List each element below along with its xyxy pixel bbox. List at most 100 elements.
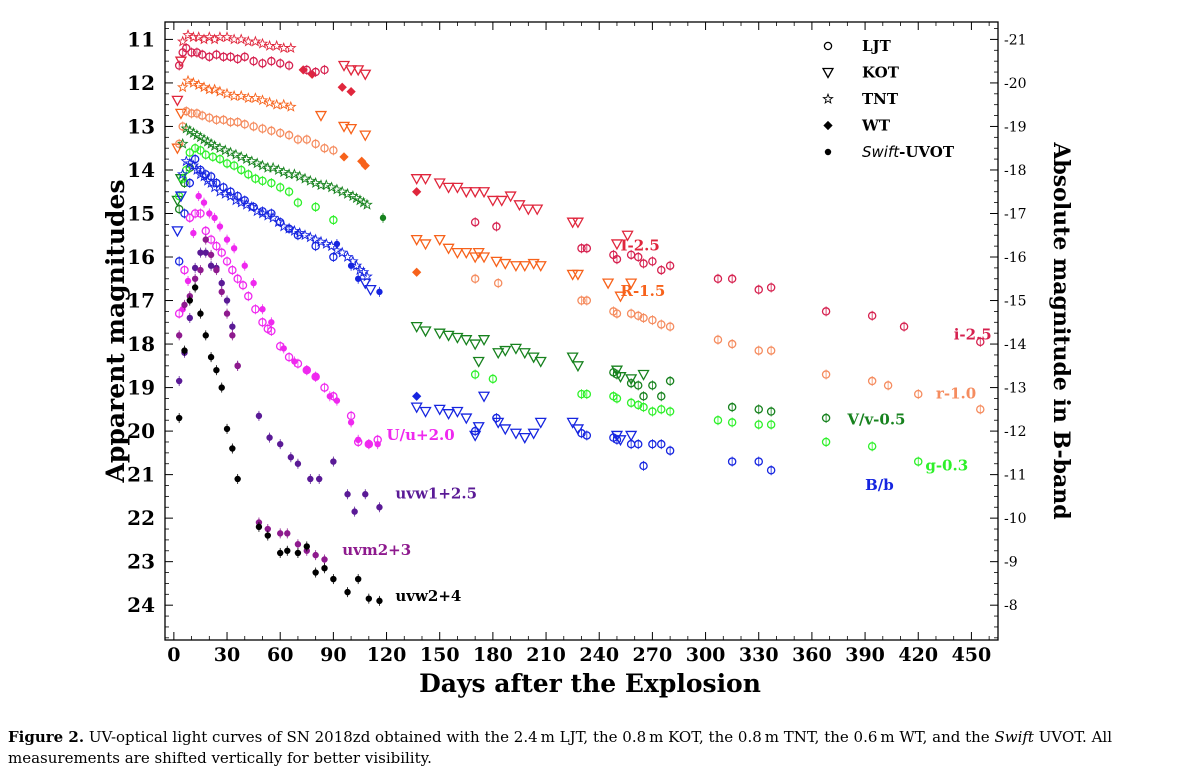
- data-point: [633, 400, 643, 410]
- y-tick-label: 14: [127, 158, 155, 182]
- data-point: [460, 187, 473, 199]
- data-point: [727, 339, 737, 349]
- data-point: [639, 313, 648, 323]
- data-point: [433, 328, 446, 340]
- x-tick-label: 360: [792, 644, 832, 666]
- data-point: [187, 76, 200, 88]
- y2-axis-label: Absolute magnitude in B-band: [1048, 141, 1074, 519]
- data-point: [499, 258, 512, 270]
- data-point: [621, 230, 634, 242]
- data-point: [442, 182, 455, 194]
- data-point: [229, 445, 236, 452]
- data-point: [223, 310, 231, 317]
- data-point: [354, 436, 362, 444]
- series-label: r-1.0: [936, 384, 976, 402]
- legend-label: KOT: [862, 64, 900, 82]
- data-point: [657, 265, 666, 275]
- data-point: [433, 234, 446, 246]
- data-point: [648, 315, 657, 325]
- data-point: [566, 352, 579, 364]
- data-point: [531, 204, 544, 216]
- x-tick-label: 270: [633, 644, 673, 666]
- data-point: [267, 56, 276, 66]
- legend-marker: [822, 92, 834, 104]
- data-point: [359, 130, 372, 142]
- data-point: [180, 209, 189, 218]
- data-point: [320, 237, 332, 249]
- legend-label: LJT: [862, 37, 892, 55]
- caption-text-2: UVOT. All measurements are shifted verti…: [8, 728, 1113, 767]
- data-point: [207, 251, 215, 259]
- series-label: g-0.3: [925, 456, 968, 474]
- legend-marker: [821, 67, 835, 79]
- data-point: [612, 309, 622, 318]
- data-point: [504, 191, 517, 203]
- series-label: U/u+2.0: [387, 426, 455, 444]
- data-point: [460, 413, 473, 425]
- data-point: [275, 217, 285, 227]
- data-point: [211, 214, 218, 222]
- data-point: [509, 261, 523, 273]
- data-point: [180, 178, 189, 188]
- data-point: [614, 435, 627, 447]
- data-point: [470, 426, 480, 436]
- data-point: [190, 154, 200, 164]
- data-point: [913, 389, 923, 399]
- data-point: [234, 475, 241, 483]
- data-point: [240, 120, 250, 129]
- data-point: [379, 214, 387, 222]
- data-point: [320, 383, 329, 392]
- data-point: [241, 262, 248, 269]
- plot-layer: I-2.5 i-2.5 R-1.5 r-1.0 V/v-0.5 g-0.3 B/b U/u+2…: [171, 29, 992, 606]
- y-axis-label: Apparent magnitudes: [101, 179, 130, 483]
- series-r-1.0: r-1.0: [174, 106, 985, 415]
- series-i-2.5: i-2.5: [174, 43, 992, 347]
- data-point: [492, 413, 501, 423]
- data-point: [315, 235, 327, 247]
- data-point: [518, 432, 531, 444]
- series-label: uvm2+3: [342, 541, 411, 559]
- data-point: [376, 504, 383, 511]
- data-point: [727, 457, 737, 466]
- data-point: [182, 43, 191, 53]
- data-point: [344, 123, 358, 135]
- data-point: [186, 297, 194, 304]
- series-uvw1+2.5: uvw1+2.5: [175, 247, 477, 517]
- data-point: [233, 191, 242, 201]
- data-point: [321, 556, 328, 563]
- data-point: [883, 381, 893, 390]
- data-point: [727, 274, 737, 284]
- data-point: [235, 33, 248, 45]
- data-point: [285, 100, 297, 112]
- data-point: [867, 311, 877, 321]
- data-point: [202, 236, 209, 243]
- x-tick-label: 390: [845, 644, 885, 666]
- data-point: [182, 29, 194, 40]
- data-point: [333, 397, 341, 404]
- data-point: [612, 254, 622, 264]
- data-point: [311, 202, 320, 212]
- data-point: [637, 369, 650, 381]
- data-point: [495, 195, 508, 207]
- data-point: [821, 370, 831, 379]
- data-point: [256, 37, 269, 49]
- data-point: [601, 278, 615, 290]
- data-point: [178, 174, 187, 183]
- data-point: [175, 414, 183, 422]
- y-tick-label: 16: [127, 245, 155, 269]
- x-tick-label: 60: [267, 644, 293, 666]
- series-label: R-1.5: [620, 282, 665, 300]
- data-point: [275, 128, 285, 138]
- data-point: [320, 143, 329, 153]
- series-V/v-0.5: V/v-0.5: [171, 122, 906, 429]
- data-point: [577, 296, 586, 305]
- data-point: [419, 174, 432, 186]
- data-point: [639, 392, 648, 401]
- data-point: [657, 320, 666, 329]
- data-point: [365, 595, 373, 602]
- data-point: [275, 183, 285, 192]
- data-point: [258, 124, 267, 133]
- data-point: [330, 575, 337, 583]
- data-point: [315, 475, 323, 483]
- y-tick-label: 12: [127, 71, 155, 95]
